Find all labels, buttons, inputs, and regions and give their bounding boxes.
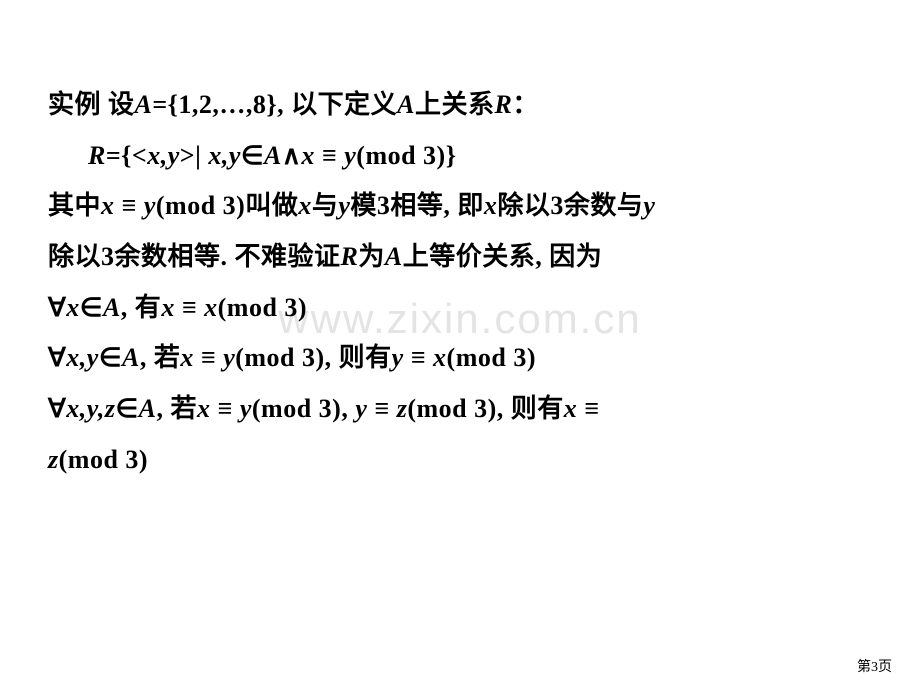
var-x: x xyxy=(301,141,322,170)
var-z: z xyxy=(390,394,408,423)
equiv: ≡ xyxy=(201,343,216,372)
line-8: z(mod 3) xyxy=(48,435,872,486)
line-2: R={<x,y>| x,y∈A∧x ≡ y(mod 3)} xyxy=(48,131,872,182)
text: 实例 设 xyxy=(48,90,135,119)
text: (mod 3), 则有 xyxy=(235,343,391,372)
text: 与 xyxy=(312,191,339,220)
equiv: ≡ xyxy=(584,394,599,423)
var-xy: x,y xyxy=(147,141,180,170)
var-xy: x,y xyxy=(208,141,241,170)
var-A: A xyxy=(103,293,121,322)
var-x: x xyxy=(180,343,201,372)
var-y: y xyxy=(216,343,235,372)
var-x: x xyxy=(426,343,447,372)
var-x: x xyxy=(101,191,122,220)
forall: ∀ xyxy=(48,343,66,372)
text: ={1,2,…,8}, 以下定义 xyxy=(152,90,397,119)
text: 上关系 xyxy=(415,90,495,119)
text: ={< xyxy=(106,141,147,170)
text: 上等价关系, 因为 xyxy=(403,242,603,271)
forall: ∀ xyxy=(48,293,66,322)
var-A: A xyxy=(385,242,403,271)
var-y: y xyxy=(233,394,252,423)
text: 其中 xyxy=(48,191,101,220)
line-5: ∀x∈A, 有x ≡ x(mod 3) xyxy=(48,283,872,334)
line-3: 其中x ≡ y(mod 3)叫做x与y模3相等, 即x除以3余数与y xyxy=(48,181,872,232)
var-x: x xyxy=(298,191,312,220)
equiv: ≡ xyxy=(411,343,426,372)
var-y: y xyxy=(355,394,374,423)
var-xyz: x,y,z xyxy=(66,394,115,423)
var-A: A xyxy=(122,343,140,372)
text: (mod 3), xyxy=(252,394,355,423)
line-4: 除以3余数相等. 不难验证R为A上等价关系, 因为 xyxy=(48,232,872,283)
equiv: ≡ xyxy=(322,141,337,170)
text: (mod 3) xyxy=(447,343,536,372)
var-y: y xyxy=(338,191,350,220)
var-R: R xyxy=(88,141,106,170)
var-xy: x,y xyxy=(66,343,99,372)
text: , 若 xyxy=(140,343,181,372)
equiv: ≡ xyxy=(182,293,197,322)
text: (mod 3)叫做 xyxy=(156,191,298,220)
line-1: 实例 设A={1,2,…,8}, 以下定义A上关系R： xyxy=(48,80,872,131)
var-A: A xyxy=(135,90,153,119)
text: (mod 3) xyxy=(59,445,148,474)
equiv: ≡ xyxy=(122,191,137,220)
page-number: 第3页 xyxy=(857,656,892,676)
var-x: x xyxy=(197,293,218,322)
var-x: x xyxy=(197,394,218,423)
text: 除以3余数与 xyxy=(497,191,643,220)
elem-of: ∈ xyxy=(241,141,264,170)
line-7: ∀x,y,z∈A, 若x ≡ y(mod 3), y ≡ z(mod 3), 则… xyxy=(48,384,872,435)
var-A: A xyxy=(264,141,282,170)
var-R: R xyxy=(495,90,513,119)
var-A: A xyxy=(139,394,157,423)
text: 除以3余数相等. 不难验证 xyxy=(48,242,341,271)
elem-of: ∈ xyxy=(80,293,103,322)
text: (mod 3)} xyxy=(356,141,456,170)
var-x: x xyxy=(161,293,182,322)
var-R: R xyxy=(341,242,359,271)
elem-of: ∈ xyxy=(116,394,139,423)
text: ： xyxy=(512,90,539,119)
text: , 有 xyxy=(121,293,162,322)
var-x: x xyxy=(564,394,585,423)
text: (mod 3), 则有 xyxy=(407,394,563,423)
elem-of: ∈ xyxy=(99,343,122,372)
text: >| xyxy=(180,141,209,170)
text: 模3相等, 即 xyxy=(350,191,484,220)
var-A: A xyxy=(397,90,415,119)
forall: ∀ xyxy=(48,394,66,423)
var-y: y xyxy=(337,141,356,170)
var-y: y xyxy=(392,343,411,372)
text: 为 xyxy=(358,242,385,271)
var-x: x xyxy=(66,293,80,322)
line-6: ∀x,y∈A, 若x ≡ y(mod 3), 则有y ≡ x(mod 3) xyxy=(48,333,872,384)
var-y: y xyxy=(137,191,156,220)
text: , 若 xyxy=(157,394,198,423)
var-y: y xyxy=(643,191,655,220)
and: ∧ xyxy=(282,141,302,170)
equiv: ≡ xyxy=(374,394,389,423)
var-z: z xyxy=(48,445,59,474)
var-x: x xyxy=(484,191,498,220)
text: (mod 3) xyxy=(218,293,307,322)
slide-content: 实例 设A={1,2,…,8}, 以下定义A上关系R： R={<x,y>| x,… xyxy=(0,0,920,486)
equiv: ≡ xyxy=(218,394,233,423)
